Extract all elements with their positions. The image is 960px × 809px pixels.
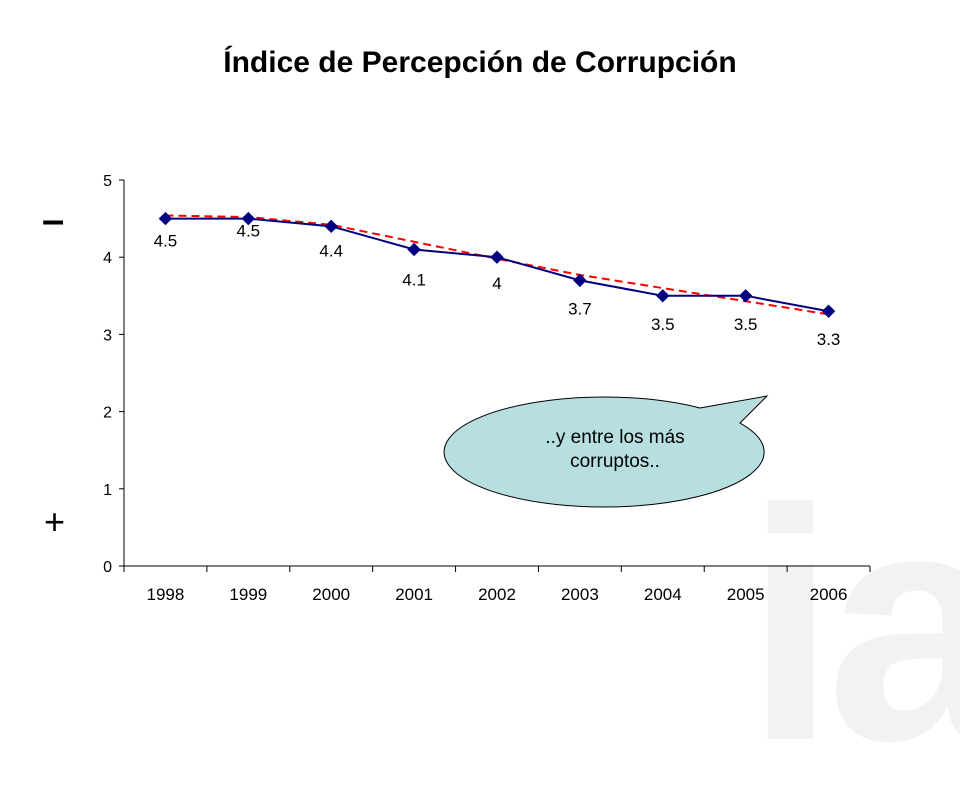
data-label: 3.5 (651, 315, 675, 334)
x-tick-label: 1999 (229, 585, 267, 604)
data-label: 3.7 (568, 299, 592, 318)
data-labels-group: 4.5 4.5 4.4 4.1 4 3.7 3.5 3.5 3.3 (154, 222, 841, 350)
chart-ticks: 0 1 2 3 4 5 1998 1999 2000 2001 2002 2003 2004 2005 20… (103, 173, 871, 604)
x-tick-label: 1998 (147, 585, 185, 604)
data-label: 4.5 (154, 232, 178, 251)
series-group (158, 211, 836, 318)
callout-bubble (443, 395, 769, 508)
data-point (324, 219, 338, 234)
y-tick-label: 2 (103, 405, 112, 422)
x-tick-label: 2002 (478, 585, 516, 604)
x-tick-label: 2001 (395, 585, 433, 604)
data-point (158, 211, 173, 226)
data-label: 3.3 (817, 330, 841, 349)
page-title: Índice de Percepción de Corrupción (223, 46, 737, 79)
data-label: 4 (492, 274, 501, 293)
data-label: 4.4 (319, 241, 343, 260)
data-point (656, 289, 670, 303)
data-label: 3.5 (734, 315, 758, 334)
x-tick-label: 2005 (727, 585, 765, 604)
plus-marker: + (44, 501, 66, 542)
chart-axes (123, 180, 870, 567)
data-point (490, 250, 504, 264)
y-tick-label: 0 (103, 559, 112, 576)
trendline (165, 214, 829, 316)
y-tick-label: 1 (103, 482, 112, 499)
callout-text: ..y entre los más corruptos.. (545, 427, 685, 472)
line-chart: 0 1 2 3 4 5 1998 1999 2000 2001 2002 2003 2004 2005 20… (103, 173, 871, 604)
x-tick-label: 2000 (312, 585, 350, 604)
data-point (241, 211, 256, 226)
y-tick-label: 4 (103, 250, 112, 267)
x-tick-label: 2004 (644, 585, 682, 604)
data-point (738, 289, 753, 303)
data-point (573, 273, 587, 288)
trendline-group (165, 214, 829, 316)
y-tick-label: 5 (103, 173, 112, 190)
x-tick-label: 2003 (561, 585, 599, 604)
series-line (165, 217, 829, 313)
x-tick-label: 2006 (810, 585, 848, 604)
callout-shape (443, 395, 769, 508)
y-tick-label: 3 (103, 327, 112, 344)
data-label: 4.5 (237, 222, 261, 241)
data-point (821, 304, 836, 318)
data-label: 4.1 (402, 270, 426, 289)
data-point (407, 242, 421, 257)
minus-marker: – (42, 198, 65, 242)
